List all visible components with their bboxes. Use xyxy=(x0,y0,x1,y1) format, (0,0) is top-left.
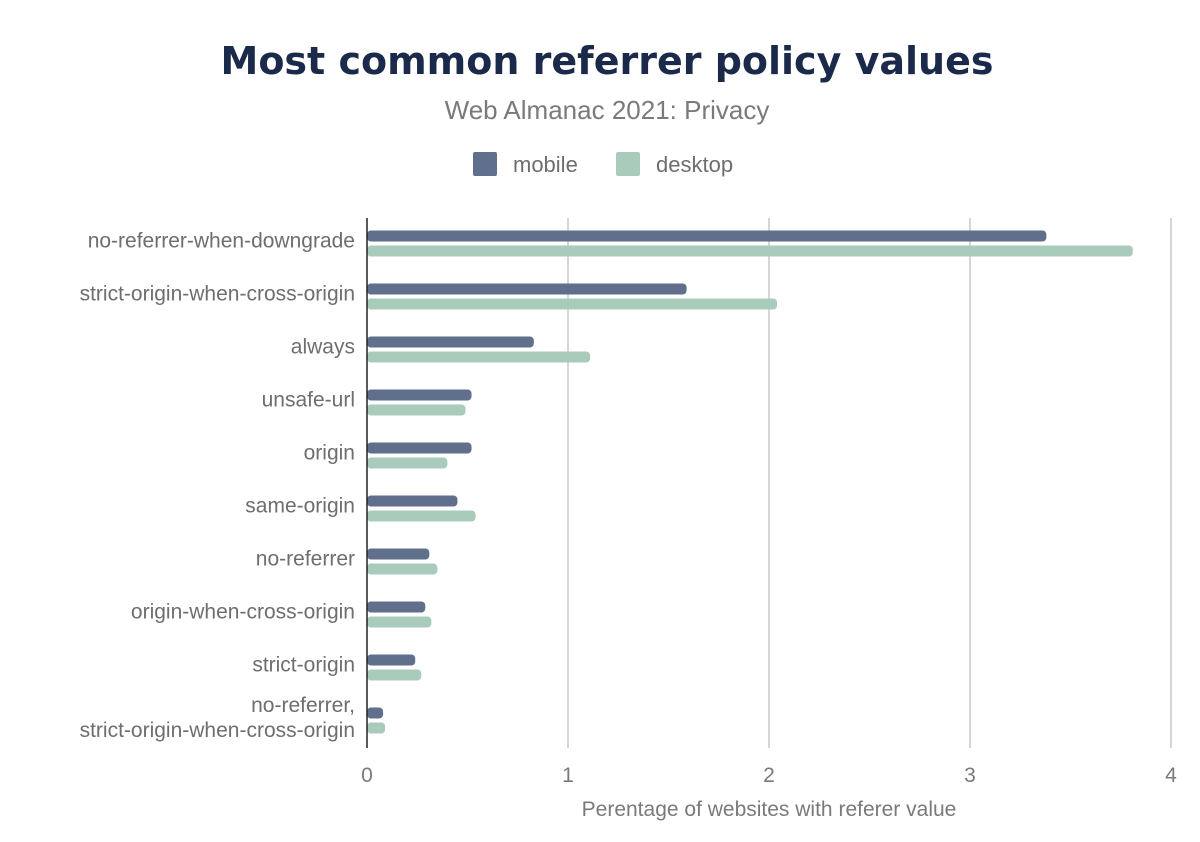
bars xyxy=(367,230,1133,734)
category-label: strict-origin-when-cross-origin xyxy=(80,283,355,306)
legend: mobile desktop xyxy=(473,152,733,177)
legend-swatch-mobile xyxy=(473,152,497,176)
category-label: origin-when-cross-origin xyxy=(131,601,355,624)
legend-swatch-desktop xyxy=(616,152,640,176)
bar-desktop xyxy=(367,616,432,628)
bar-desktop xyxy=(367,510,476,522)
x-tick-label: 2 xyxy=(763,764,775,787)
legend-label-mobile: mobile xyxy=(513,152,578,177)
bar-desktop xyxy=(367,404,466,416)
bar-desktop xyxy=(367,669,422,681)
bar-mobile xyxy=(367,601,426,613)
bar-desktop xyxy=(367,298,778,310)
bar-mobile xyxy=(367,336,534,348)
chart-title: Most common referrer policy values xyxy=(221,39,994,83)
category-label: no-referrer xyxy=(256,548,355,571)
bar-mobile xyxy=(367,548,430,560)
bar-mobile xyxy=(367,442,472,454)
x-tick-label: 0 xyxy=(361,764,373,787)
category-label: origin xyxy=(304,442,355,465)
category-label: no-referrer, xyxy=(251,694,355,717)
x-axis-title: Perentage of websites with referer value xyxy=(582,798,957,821)
category-label: same-origin xyxy=(245,495,355,518)
x-tick-label: 4 xyxy=(1165,764,1177,787)
bar-desktop xyxy=(367,722,386,734)
chart-subtitle: Web Almanac 2021: Privacy xyxy=(445,95,770,125)
category-label: strict-origin xyxy=(252,654,355,677)
x-tick-labels: 0 1 2 3 4 xyxy=(361,764,1177,787)
category-label: always xyxy=(291,336,355,359)
category-labels: no-referrer-when-downgrade strict-origin-… xyxy=(80,230,355,743)
bar-mobile xyxy=(367,283,687,295)
category-label: strict-origin-when-cross-origin xyxy=(80,719,355,742)
bar-desktop xyxy=(367,351,591,363)
x-tick-label: 1 xyxy=(562,764,574,787)
category-label: unsafe-url xyxy=(262,389,355,412)
bar-mobile xyxy=(367,230,1047,242)
bar-desktop xyxy=(367,457,448,469)
bar-mobile xyxy=(367,654,416,666)
bar-desktop xyxy=(367,563,438,575)
legend-label-desktop: desktop xyxy=(656,152,733,177)
gridlines xyxy=(567,218,1172,748)
bar-mobile xyxy=(367,495,458,507)
bar-mobile xyxy=(367,389,472,401)
category-label: no-referrer-when-downgrade xyxy=(88,230,355,253)
x-tick-label: 3 xyxy=(964,764,976,787)
bar-mobile xyxy=(367,707,384,719)
bar-desktop xyxy=(367,245,1133,257)
